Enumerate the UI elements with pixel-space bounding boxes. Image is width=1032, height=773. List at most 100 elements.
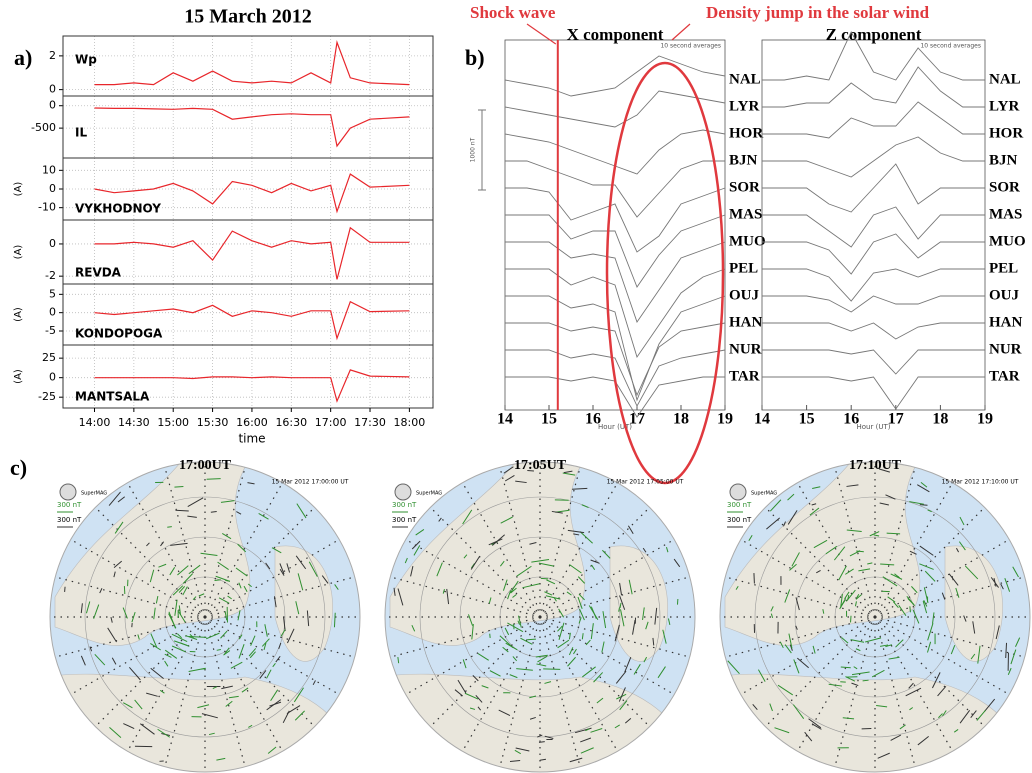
vector bbox=[208, 732, 215, 736]
vector bbox=[777, 684, 794, 696]
vector bbox=[959, 710, 971, 724]
vector bbox=[596, 697, 604, 704]
vector bbox=[238, 643, 245, 659]
vector bbox=[172, 585, 184, 596]
vector bbox=[590, 728, 603, 733]
vector bbox=[880, 563, 895, 566]
vector bbox=[643, 656, 648, 663]
vector bbox=[397, 657, 400, 664]
vector bbox=[216, 649, 221, 651]
vector bbox=[887, 596, 896, 603]
vector bbox=[735, 585, 739, 590]
vector bbox=[469, 707, 476, 710]
vector bbox=[787, 493, 795, 501]
vector bbox=[539, 758, 547, 761]
vector bbox=[569, 564, 582, 574]
vector bbox=[551, 510, 563, 514]
vector bbox=[909, 707, 914, 711]
vector bbox=[178, 586, 186, 593]
vector bbox=[217, 561, 229, 570]
vector bbox=[840, 593, 843, 609]
vector bbox=[503, 466, 514, 474]
station-label: BJN bbox=[989, 152, 1018, 168]
vector bbox=[579, 531, 593, 544]
vector bbox=[535, 654, 548, 658]
vector bbox=[845, 589, 856, 602]
vector bbox=[791, 552, 800, 567]
vector bbox=[873, 534, 880, 537]
vector bbox=[927, 623, 934, 641]
vector bbox=[131, 611, 136, 623]
vector bbox=[265, 562, 271, 570]
series-name: Wp bbox=[75, 53, 97, 67]
vector bbox=[250, 635, 256, 646]
vector bbox=[577, 596, 583, 610]
vector bbox=[909, 606, 911, 613]
vector bbox=[886, 532, 901, 535]
vector bbox=[80, 603, 83, 614]
station-label: TAR bbox=[729, 368, 760, 384]
vector bbox=[850, 639, 865, 643]
vector bbox=[286, 628, 295, 644]
vector bbox=[109, 727, 122, 739]
vector bbox=[895, 639, 904, 648]
latitude-ring bbox=[459, 536, 621, 698]
vector bbox=[566, 591, 572, 596]
scale-label: 300 nT bbox=[392, 516, 417, 524]
vector bbox=[286, 563, 291, 573]
vector bbox=[502, 579, 508, 591]
vector bbox=[667, 618, 671, 626]
map-edge bbox=[719, 461, 1031, 773]
trace bbox=[762, 31, 985, 81]
vector bbox=[235, 567, 248, 577]
vector bbox=[210, 511, 217, 513]
plot-frame bbox=[761, 39, 986, 411]
vector bbox=[632, 619, 636, 635]
vector bbox=[502, 646, 509, 653]
map-body bbox=[720, 462, 1030, 772]
vector bbox=[471, 623, 474, 640]
chart-title: 15 March 2012 bbox=[184, 6, 311, 28]
vector bbox=[168, 613, 177, 629]
vector bbox=[224, 611, 228, 621]
vector bbox=[462, 509, 473, 525]
vector bbox=[174, 599, 178, 616]
station-label: LYR bbox=[989, 98, 1019, 114]
scale-label: 300 nT bbox=[392, 501, 417, 509]
vector bbox=[498, 709, 511, 716]
vector bbox=[200, 552, 218, 556]
panel-frame bbox=[62, 95, 434, 159]
vector bbox=[509, 760, 521, 762]
vector bbox=[892, 601, 899, 608]
annotation: Density jump in the solar wind bbox=[706, 3, 930, 22]
latitude-ring bbox=[419, 496, 661, 738]
vector bbox=[397, 588, 404, 606]
vector bbox=[912, 609, 920, 624]
vector bbox=[624, 656, 632, 673]
vector bbox=[520, 637, 533, 645]
station-label: NUR bbox=[989, 341, 1022, 357]
vector bbox=[828, 683, 843, 687]
timestamp: 15 Mar 2012 17:00:00 UT bbox=[272, 479, 349, 486]
trace bbox=[505, 268, 726, 359]
vector bbox=[850, 615, 852, 623]
vector bbox=[122, 607, 128, 619]
vector bbox=[146, 692, 158, 697]
series-name: REVDA bbox=[75, 266, 122, 280]
vector bbox=[438, 517, 442, 522]
vector bbox=[164, 649, 178, 659]
x-tick-label: 17:00 bbox=[315, 416, 347, 429]
land bbox=[54, 462, 251, 646]
vector bbox=[582, 666, 596, 678]
map bbox=[49, 461, 361, 773]
x-tick-label: 17 bbox=[888, 411, 904, 428]
vector bbox=[811, 503, 817, 506]
station-label: PEL bbox=[729, 260, 758, 276]
vector bbox=[117, 496, 126, 503]
map-title: 17:05UT bbox=[514, 458, 567, 473]
vector bbox=[591, 564, 596, 570]
x-tick-label: 16:00 bbox=[236, 416, 268, 429]
vector bbox=[673, 558, 681, 568]
vector bbox=[919, 504, 928, 506]
vector bbox=[212, 686, 218, 690]
